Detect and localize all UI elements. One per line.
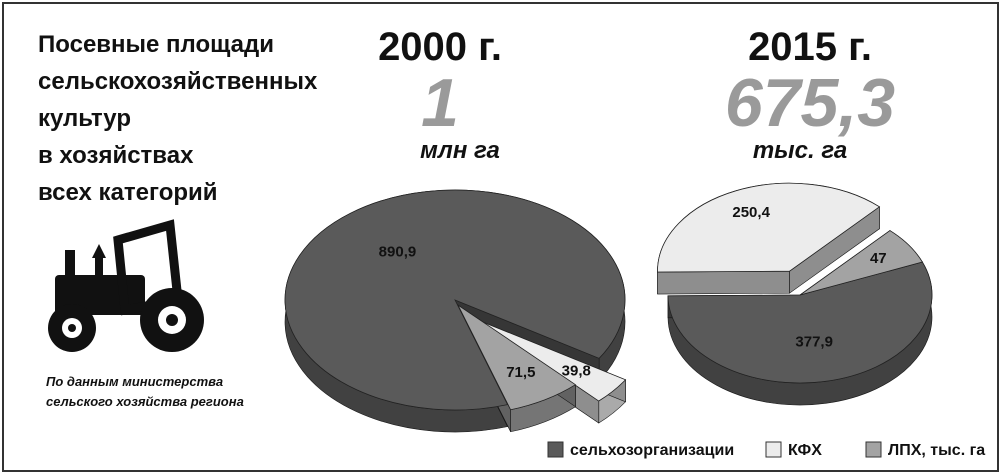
legend-swatch	[548, 442, 563, 457]
source-note: По данным министерства	[46, 374, 223, 389]
chart-unit: тыс. га	[753, 137, 847, 164]
title-line: сельскохозяйственных	[38, 68, 318, 95]
value-label: 890,9	[379, 243, 417, 260]
title-line: всех категорий	[38, 179, 218, 206]
legend-label: сельхозорганизации	[570, 442, 734, 459]
legend-swatch	[866, 442, 881, 457]
chart-year: 2015 г.	[748, 25, 872, 69]
value-label: 377,9	[795, 333, 833, 350]
value-label: 39,8	[562, 362, 591, 379]
slice-edge	[658, 271, 790, 294]
title-line: в хозяйствах	[38, 142, 194, 169]
value-label: 47	[870, 250, 887, 267]
title-line: Посевные площади	[38, 31, 274, 58]
legend-label: ЛПХ, тыс. га	[888, 442, 985, 459]
legend-swatch	[766, 442, 781, 457]
value-label: 71,5	[506, 364, 535, 381]
chart-unit: млн га	[420, 137, 500, 164]
infographic: Посевные площади сельскохозяйственных куль…	[0, 0, 1001, 474]
title-line: культур	[38, 105, 131, 132]
chart-total: 675,3	[725, 65, 895, 141]
legend-label: КФХ	[788, 442, 822, 459]
source-note: сельского хозяйства региона	[46, 394, 244, 409]
chart-total: 1	[421, 65, 459, 141]
value-label: 250,4	[732, 204, 770, 221]
chart-year: 2000 г.	[378, 25, 502, 69]
